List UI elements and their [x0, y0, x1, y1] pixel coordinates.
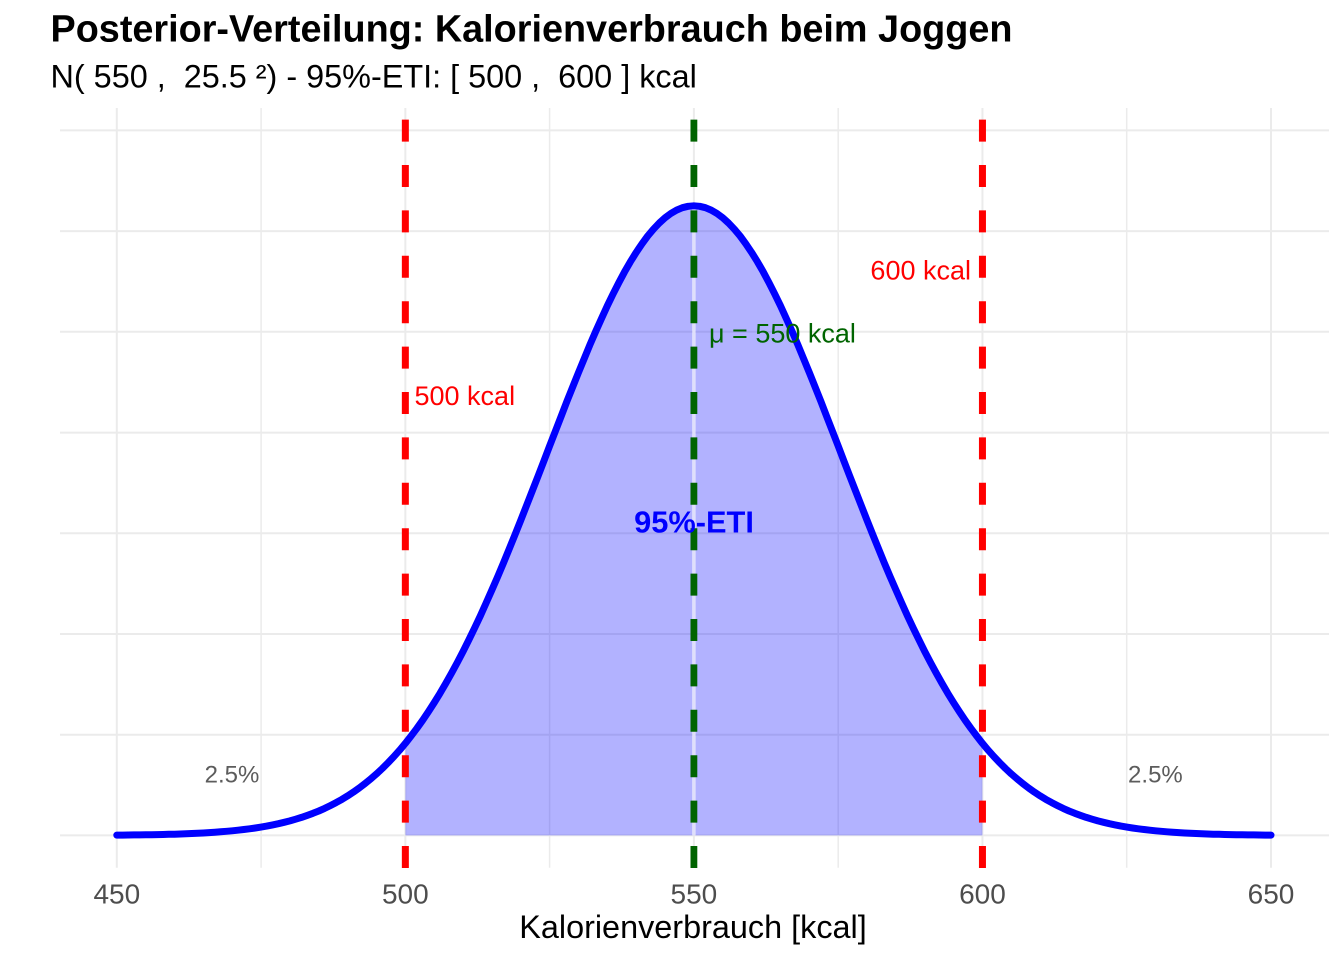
- svg-text:95%-ETI: 95%-ETI: [634, 505, 754, 540]
- svg-text:N( 550 , 25.5 ²) - 95%-ETI: [: N( 550 , 25.5 ²) - 95%-ETI: [ 500 , 600 …: [51, 58, 697, 94]
- svg-text:550: 550: [671, 878, 718, 909]
- svg-text:600 kcal: 600 kcal: [870, 255, 971, 285]
- svg-text:600: 600: [959, 878, 1006, 909]
- svg-text:μ = 550 kcal: μ = 550 kcal: [709, 318, 856, 348]
- svg-text:2.5%: 2.5%: [1128, 761, 1183, 788]
- svg-text:650: 650: [1248, 878, 1295, 909]
- svg-text:500: 500: [382, 878, 429, 909]
- svg-text:500 kcal: 500 kcal: [415, 381, 516, 411]
- svg-text:2.5%: 2.5%: [205, 761, 260, 788]
- svg-text:450: 450: [93, 878, 140, 909]
- svg-text:Posterior-Verteilung: Kalorien: Posterior-Verteilung: Kalorienverbrauch …: [51, 8, 1013, 50]
- svg-text:Kalorienverbrauch [kcal]: Kalorienverbrauch [kcal]: [519, 909, 866, 945]
